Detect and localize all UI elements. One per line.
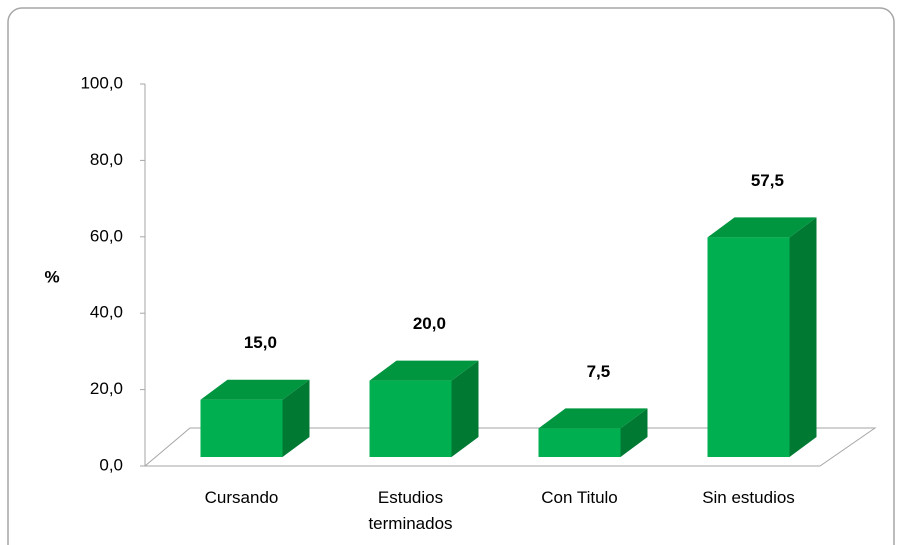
bar [707,237,790,457]
y-tick-label: 40,0 [90,303,123,322]
bar [369,380,452,457]
bar-side [451,360,479,457]
bar-top [707,217,817,238]
data-label: 57,5 [751,171,784,190]
x-tick-label: Cursando [204,488,279,507]
x-tick-label: Con Titulo [541,488,618,507]
bar-top [200,379,310,400]
data-label: 15,0 [244,333,277,352]
y-axis-label: % [44,267,59,286]
data-label: 7,5 [587,362,611,381]
bar-side [620,408,648,457]
bar-top [538,408,648,429]
y-tick-label: 0,0 [99,455,123,474]
x-tick-label: Estudios terminados [368,488,453,533]
y-tick-label: 60,0 [90,226,123,245]
y-tick-label: 100,0 [80,73,123,92]
y-tick-label: 80,0 [90,150,123,169]
x-tick-label: Sin estudios [702,488,795,507]
bar-top [369,360,479,381]
bar [200,399,283,457]
bar-side [789,217,817,457]
y-tick-label: 20,0 [90,379,123,398]
floor [143,427,877,467]
bar [538,428,621,457]
bar-side [282,379,310,457]
data-label: 20,0 [413,314,446,333]
